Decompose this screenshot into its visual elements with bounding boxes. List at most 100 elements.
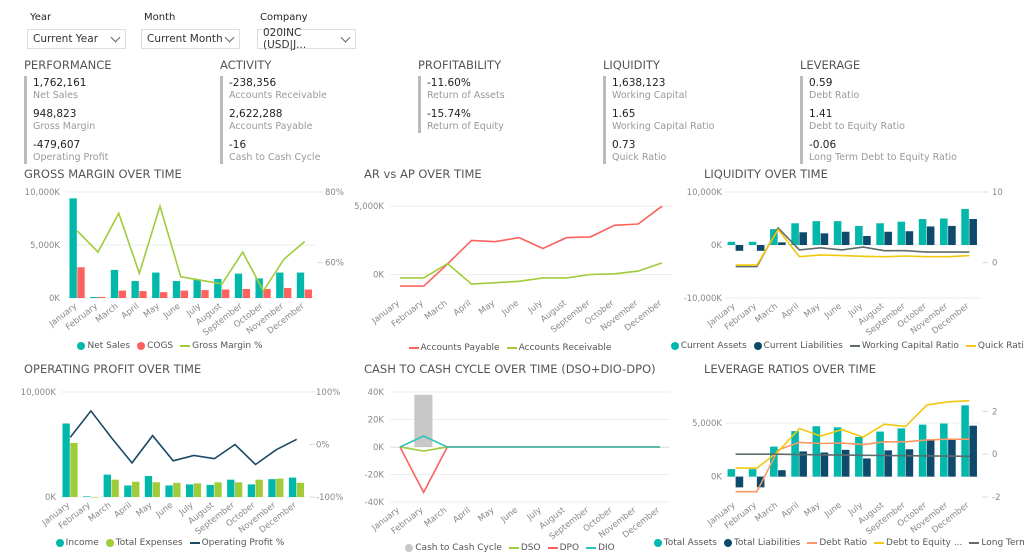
bar-current-assets[interactable] bbox=[791, 223, 799, 245]
bar-cogs[interactable] bbox=[304, 289, 313, 298]
legend-item[interactable]: Quick Ratio bbox=[965, 341, 1024, 351]
line-long-term-d[interactable] bbox=[735, 453, 970, 458]
legend-item[interactable]: Accounts Payable bbox=[408, 343, 500, 353]
bar-current-liabilities[interactable] bbox=[799, 232, 807, 245]
bar-net-sales[interactable] bbox=[193, 279, 201, 298]
bar-cogs[interactable] bbox=[139, 291, 147, 298]
bar-current-assets[interactable] bbox=[940, 218, 948, 246]
bar-current-liabilities[interactable] bbox=[884, 231, 892, 245]
bar-cash-to-cash-cycle[interactable] bbox=[414, 394, 433, 447]
bar-total-assets[interactable] bbox=[961, 405, 969, 477]
bar-total-liabilities[interactable] bbox=[778, 470, 786, 477]
legend-item[interactable]: Cash to Cash Cycle bbox=[405, 543, 502, 553]
line-operating-profit[interactable] bbox=[69, 409, 298, 466]
legend-item[interactable]: Total Expenses bbox=[105, 538, 183, 548]
line-debt-ratio[interactable] bbox=[735, 438, 970, 493]
legend-item[interactable]: COGS bbox=[137, 341, 173, 351]
bar-net-sales[interactable] bbox=[131, 281, 139, 298]
bar-total-expenses[interactable] bbox=[111, 479, 119, 497]
bar-net-sales[interactable] bbox=[234, 273, 243, 298]
line-dpo[interactable] bbox=[399, 446, 660, 495]
bar-total-expenses[interactable] bbox=[173, 482, 181, 497]
bar-total-assets[interactable] bbox=[770, 446, 778, 477]
bar-income[interactable] bbox=[288, 477, 297, 497]
bar-total-liabilities[interactable] bbox=[948, 439, 956, 477]
bar-current-liabilities[interactable] bbox=[841, 231, 850, 245]
bar-current-assets[interactable] bbox=[855, 225, 863, 245]
legend-item[interactable]: Operating Profit % bbox=[189, 538, 284, 548]
bar-net-sales[interactable] bbox=[90, 296, 98, 298]
bar-total-expenses[interactable] bbox=[255, 479, 263, 497]
bar-income[interactable] bbox=[268, 479, 276, 497]
bar-income[interactable] bbox=[144, 476, 153, 497]
bar-total-assets[interactable] bbox=[918, 424, 927, 477]
bar-total-liabilities[interactable] bbox=[756, 476, 765, 488]
bar-income[interactable] bbox=[83, 496, 91, 497]
bar-current-assets[interactable] bbox=[897, 221, 906, 245]
bar-current-liabilities[interactable] bbox=[863, 235, 871, 245]
company-dropdown[interactable]: 020INC (USD|J... bbox=[257, 27, 356, 51]
legend-item[interactable]: DSO bbox=[508, 543, 541, 553]
bar-current-assets[interactable] bbox=[833, 221, 842, 245]
bar-income[interactable] bbox=[165, 485, 173, 497]
bar-current-liabilities[interactable] bbox=[735, 245, 744, 251]
bar-income[interactable] bbox=[227, 479, 235, 497]
bar-total-expenses[interactable] bbox=[296, 482, 305, 497]
bar-cogs[interactable] bbox=[160, 292, 168, 298]
bar-income[interactable] bbox=[103, 474, 111, 497]
legend-item[interactable]: Current Liabilities bbox=[753, 341, 843, 351]
bar-total-liabilities[interactable] bbox=[799, 451, 807, 477]
bar-income[interactable] bbox=[124, 485, 132, 497]
bar-net-sales[interactable] bbox=[296, 272, 305, 298]
bar-current-assets[interactable] bbox=[727, 241, 736, 245]
bar-cogs[interactable] bbox=[180, 290, 189, 298]
month-dropdown[interactable]: Current Month bbox=[141, 29, 240, 49]
bar-cogs[interactable] bbox=[77, 267, 85, 298]
bar-total-liabilities[interactable] bbox=[820, 452, 829, 477]
bar-net-sales[interactable] bbox=[172, 281, 181, 298]
legend-item[interactable]: Accounts Receivable bbox=[506, 343, 611, 353]
legend-item[interactable]: Long Term D... bbox=[969, 538, 1024, 548]
bar-cogs[interactable] bbox=[201, 290, 209, 298]
bar-total-liabilities[interactable] bbox=[905, 449, 914, 477]
legend-item[interactable]: Debt Ratio bbox=[807, 538, 867, 548]
bar-income[interactable] bbox=[62, 423, 70, 498]
bar-current-liabilities[interactable] bbox=[926, 226, 935, 245]
bar-net-sales[interactable] bbox=[255, 278, 263, 298]
bar-current-assets[interactable] bbox=[876, 223, 884, 245]
bar-total-expenses[interactable] bbox=[152, 482, 160, 497]
line-accounts-payable[interactable] bbox=[400, 205, 663, 287]
bar-total-expenses[interactable] bbox=[214, 482, 222, 497]
legend-item[interactable]: Debt to Equity ... bbox=[874, 538, 962, 548]
bar-net-sales[interactable] bbox=[152, 272, 160, 298]
bar-total-assets[interactable] bbox=[855, 436, 863, 477]
bar-current-liabilities[interactable] bbox=[969, 219, 977, 245]
bar-current-liabilities[interactable] bbox=[778, 242, 786, 245]
bar-total-liabilities[interactable] bbox=[926, 439, 935, 477]
bar-current-liabilities[interactable] bbox=[905, 231, 914, 245]
bar-total-assets[interactable] bbox=[876, 431, 884, 477]
bar-total-liabilities[interactable] bbox=[735, 476, 744, 488]
bar-total-assets[interactable] bbox=[812, 426, 821, 477]
bar-total-expenses[interactable] bbox=[132, 481, 140, 497]
legend-item[interactable]: DIO bbox=[586, 543, 615, 553]
bar-total-liabilities[interactable] bbox=[841, 449, 850, 477]
bar-total-expenses[interactable] bbox=[70, 442, 78, 497]
bar-total-expenses[interactable] bbox=[193, 483, 202, 497]
line-quick-ratio[interactable] bbox=[735, 228, 970, 266]
year-dropdown[interactable]: Current Year bbox=[27, 29, 126, 49]
bar-total-liabilities[interactable] bbox=[863, 458, 871, 477]
bar-cogs[interactable] bbox=[222, 289, 230, 298]
bar-net-sales[interactable] bbox=[214, 278, 222, 298]
bar-total-expenses[interactable] bbox=[234, 482, 243, 497]
bar-income[interactable] bbox=[247, 484, 256, 497]
bar-total-liabilities[interactable] bbox=[969, 425, 977, 477]
bar-current-liabilities[interactable] bbox=[948, 225, 956, 245]
bar-total-assets[interactable] bbox=[833, 427, 842, 477]
bar-current-assets[interactable] bbox=[812, 221, 821, 245]
legend-item[interactable]: DPO bbox=[547, 543, 579, 553]
bar-cogs[interactable] bbox=[263, 288, 271, 298]
bar-income[interactable] bbox=[206, 484, 214, 497]
bar-total-assets[interactable] bbox=[727, 469, 736, 477]
legend-item[interactable]: Total Assets bbox=[653, 538, 717, 548]
